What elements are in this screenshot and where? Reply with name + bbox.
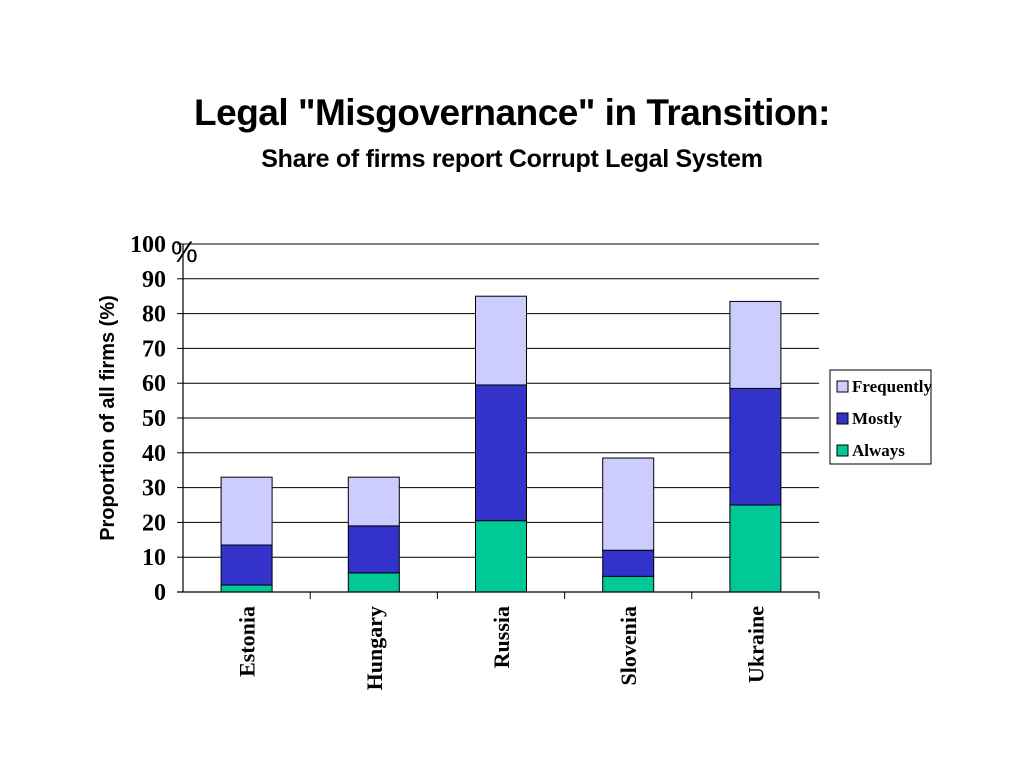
legend-swatch-frequently xyxy=(836,380,849,393)
bar-segment-mostly-slovenia xyxy=(602,549,655,577)
y-tick-label: 90 xyxy=(142,267,166,293)
x-tick-label: Ukraine xyxy=(743,606,768,683)
y-tick-labels: 0 10 20 30 40 50 60 70 80 90 100 xyxy=(130,232,183,606)
y-tick-label: 10 xyxy=(142,545,166,571)
bar-segment-always-estonia xyxy=(220,584,273,593)
legend-label-mostly: Mostly xyxy=(852,409,903,428)
bar-segment-frequently-hungary xyxy=(347,476,400,527)
bar-segment-always-slovenia xyxy=(602,575,655,593)
legend-label-frequently: Frequently xyxy=(852,377,932,396)
bar-segment-frequently-slovenia xyxy=(602,457,655,551)
x-tick-label: Slovenia xyxy=(616,606,641,685)
chart-subtitle: Share of firms report Corrupt Legal Syst… xyxy=(261,145,763,173)
x-tick-label: Hungary xyxy=(362,606,387,690)
x-tick-label: Russia xyxy=(489,606,514,668)
bar-segment-always-hungary xyxy=(347,572,400,593)
y-tick-label: 40 xyxy=(142,441,166,467)
y-unit-label: % xyxy=(171,236,198,269)
y-tick-label: 100 xyxy=(130,232,166,258)
y-tick-label: 60 xyxy=(142,371,166,397)
bar-segment-frequently-russia xyxy=(475,295,527,386)
bar-segment-mostly-estonia xyxy=(220,544,273,586)
bars xyxy=(220,295,782,593)
y-axis-label: Proportion of all firms (%) xyxy=(97,295,119,541)
bar-segment-mostly-russia xyxy=(475,384,527,522)
legend: Frequently Mostly Always xyxy=(829,369,932,465)
x-tick-label: Estonia xyxy=(235,606,260,677)
bar-segment-mostly-hungary xyxy=(347,525,400,574)
bar-segment-mostly-ukraine xyxy=(729,387,782,506)
y-tick-label: 50 xyxy=(142,406,166,432)
y-tick-label: 70 xyxy=(142,336,166,362)
x-tick-labels: Estonia Hungary Russia Slovenia Ukraine xyxy=(235,592,820,690)
legend-swatch-mostly xyxy=(836,412,849,425)
y-tick-label: 20 xyxy=(142,510,166,536)
bar-segment-frequently-ukraine xyxy=(729,300,782,389)
y-tick-label: 0 xyxy=(154,580,166,606)
legend-swatch-always xyxy=(836,444,849,457)
bar-segment-always-russia xyxy=(475,520,527,593)
y-tick-label: 30 xyxy=(142,476,166,502)
bar-segment-always-ukraine xyxy=(729,504,782,593)
chart-title: Legal "Misgovernance" in Transition: xyxy=(194,92,830,133)
y-tick-label: 80 xyxy=(142,302,166,328)
bar-segment-frequently-estonia xyxy=(220,476,273,546)
legend-label-always: Always xyxy=(852,441,905,460)
